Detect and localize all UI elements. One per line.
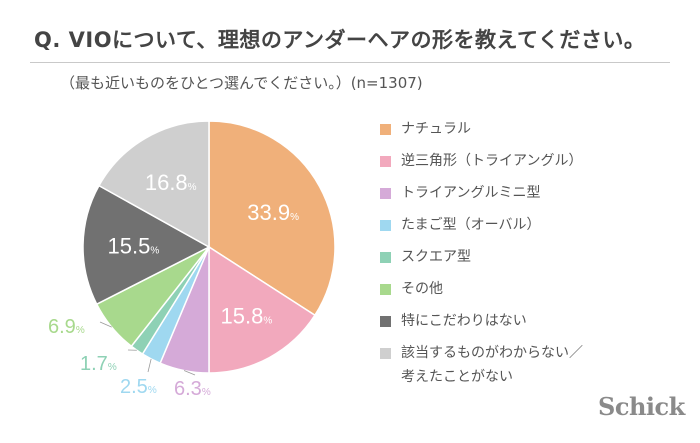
leader-line [147, 358, 152, 373]
legend-label: トライアングルミニ型 [401, 185, 541, 201]
pie-slice [208, 245, 316, 374]
slice-value-label: 16.8% [145, 170, 197, 195]
legend-item: たまご型（オーバル） [380, 216, 680, 248]
legend-item: ナチュラル [380, 120, 680, 152]
legend-item: トライアングルミニ型 [380, 184, 680, 216]
legend-item: スクエア型 [380, 248, 680, 280]
legend-swatch [380, 284, 391, 295]
legend-label: その他 [401, 281, 443, 297]
leader-line [183, 370, 196, 376]
legend: ナチュラル逆三角形（トライアングル） トライアングルミニ型 たまご型（オーバル） スク… [380, 120, 680, 400]
legend-swatch [380, 188, 391, 199]
leader-line [99, 321, 112, 328]
slice-value-label: 6.3% [174, 378, 211, 400]
title-divider [30, 62, 670, 63]
chart-subtitle: （最も近いものをひとつ選んでください。）(n=1307) [60, 74, 423, 92]
legend-item: 逆三角形（トライアングル） [380, 152, 680, 184]
legend-swatch [380, 220, 391, 231]
legend-item: 特にこだわりはない [380, 312, 680, 344]
slice-value-label: 15.5% [108, 234, 160, 259]
slice-value-label: 1.7% [80, 353, 117, 375]
legend-item: その他 [380, 280, 680, 312]
schick-logo: Schick [598, 392, 685, 421]
legend-label: 該当するものがわからない／ 考えたことがない [401, 345, 583, 385]
legend-swatch [380, 252, 391, 263]
slice-value-label: 15.8% [221, 304, 273, 329]
pie-slice [97, 120, 210, 249]
legend-swatch [380, 316, 391, 327]
legend-label: 特にこだわりはない [401, 313, 527, 329]
slice-value-label: 2.5% [120, 376, 157, 398]
slice-value-label: 6.9% [48, 316, 85, 338]
legend-label: たまご型（オーバル） [401, 217, 541, 233]
legend-swatch [380, 124, 391, 135]
legend-item: 該当するものがわからない／ 考えたことがない [380, 344, 680, 400]
legend-swatch [380, 348, 391, 359]
pie-slice [82, 184, 211, 306]
legend-swatch [380, 156, 391, 167]
legend-label: 逆三角形（トライアングル） [401, 153, 583, 169]
legend-label: ナチュラル [401, 121, 471, 137]
legend-label: スクエア型 [401, 249, 471, 265]
chart-title: Q. VIOについて、理想のアンダーヘアの形を教えてください。 [34, 28, 646, 52]
slice-value-label: 33.9% [247, 200, 299, 225]
